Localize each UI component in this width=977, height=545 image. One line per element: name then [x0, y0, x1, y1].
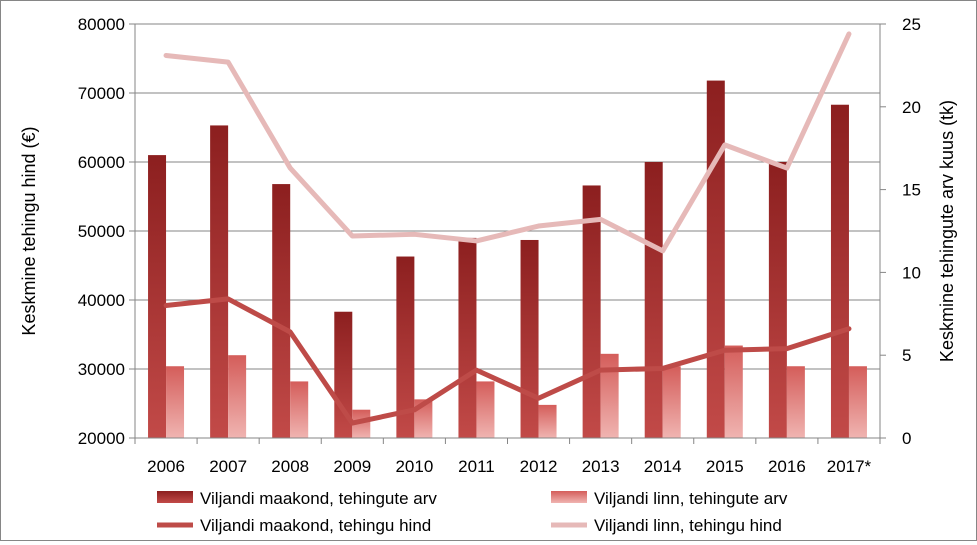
- legend-label-linn-hind: Viljandi linn, tehingu hind: [594, 516, 782, 535]
- y-tick-label: 40000: [78, 291, 125, 310]
- x-tick-label: 2014: [644, 457, 682, 476]
- bar-linn-arv: [166, 366, 184, 438]
- x-tick-label: 2007: [209, 457, 247, 476]
- y2-tick-label: 0: [902, 429, 911, 448]
- y2-axis-title: Keskmine tehingute arv kuus (tk): [937, 100, 957, 362]
- bar-maakond-arv: [458, 238, 476, 438]
- x-tick-label: 2012: [520, 457, 558, 476]
- x-tick-label: 2006: [147, 457, 185, 476]
- y2-tick-label: 25: [902, 15, 921, 34]
- legend-label-maakond-arv: Viljandi maakond, tehingute arv: [200, 489, 437, 508]
- legend-swatch-maakond-arv: [157, 491, 193, 503]
- x-tick-label: 2008: [271, 457, 309, 476]
- bar-maakond-arv: [645, 162, 663, 438]
- y-tick-label: 50000: [78, 222, 125, 241]
- bar-linn-arv: [601, 354, 619, 438]
- bar-linn-arv: [787, 366, 805, 438]
- y-tick-label: 70000: [78, 84, 125, 103]
- legend-label-maakond-hind: Viljandi maakond, tehingu hind: [200, 516, 431, 535]
- x-tick-label: 2010: [395, 457, 433, 476]
- bar-linn-arv: [228, 355, 246, 438]
- bar-linn-arv: [476, 381, 494, 438]
- line-maakond-hind: [166, 299, 849, 423]
- bar-linn-arv: [849, 366, 867, 438]
- bar-maakond-arv: [707, 81, 725, 438]
- bar-maakond-arv: [272, 184, 290, 438]
- y2-tick-label: 15: [902, 181, 921, 200]
- x-tick-label: 2016: [768, 457, 806, 476]
- bar-maakond-arv: [210, 125, 228, 438]
- lines: [166, 34, 849, 423]
- line-linn-hind: [166, 34, 849, 251]
- bar-maakond-arv: [831, 105, 849, 438]
- y2-tick-label: 10: [902, 263, 921, 282]
- y-tick-label: 60000: [78, 153, 125, 172]
- x-tick-label: 2011: [458, 457, 495, 476]
- x-tick-label: 2015: [706, 457, 744, 476]
- bar-maakond-arv: [769, 162, 787, 438]
- bar-linn-arv: [663, 366, 681, 438]
- y2-tick-label: 20: [902, 98, 921, 117]
- x-tick-label: 2017*: [827, 457, 872, 476]
- y-axis-title: Keskmine tehingu hind (€): [19, 126, 39, 335]
- y-tick-label: 20000: [78, 429, 125, 448]
- x-tick-label: 2009: [333, 457, 371, 476]
- bar-linn-arv: [290, 381, 308, 438]
- legend-swatch-linn-arv: [551, 491, 587, 503]
- legend: Viljandi maakond, tehingute arv Viljandi…: [157, 489, 788, 535]
- bar-linn-arv: [539, 405, 557, 438]
- bar-linn-arv: [725, 346, 743, 438]
- bar-maakond-arv: [148, 155, 166, 438]
- bar-maakond-arv: [521, 240, 539, 438]
- y-tick-label: 30000: [78, 360, 125, 379]
- legend-label-linn-arv: Viljandi linn, tehingute arv: [594, 489, 788, 508]
- y2-tick-label: 5: [902, 346, 911, 365]
- x-tick-label: 2013: [582, 457, 620, 476]
- y-tick-label: 80000: [78, 15, 125, 34]
